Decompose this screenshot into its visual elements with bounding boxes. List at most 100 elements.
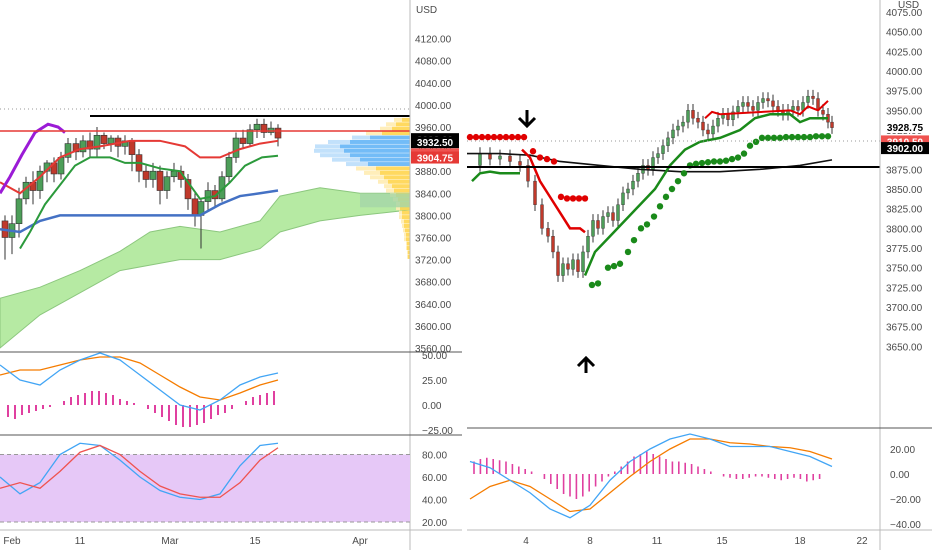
sar-dot — [752, 138, 760, 146]
stoch-band — [0, 454, 410, 522]
sar-dot — [800, 133, 808, 141]
sar-dot — [529, 148, 537, 155]
right-time-axis[interactable]: 4 8 11 15 18 22 — [523, 536, 868, 547]
candle-body — [701, 121, 705, 131]
candle-body — [566, 263, 570, 270]
vp-bar — [396, 206, 400, 211]
vp-bar — [404, 237, 406, 242]
price-tag-label: 3928.75 — [887, 123, 924, 134]
vp-bar — [407, 246, 410, 251]
candle-body — [64, 143, 72, 158]
candle-body — [751, 106, 755, 111]
candle-body — [576, 259, 580, 272]
candle-body — [686, 110, 690, 123]
vp-bar — [370, 135, 410, 140]
sar-dot — [746, 142, 754, 149]
supertrend-red-late — [704, 100, 829, 119]
candle-body — [498, 155, 502, 160]
price-tick-label: 4120.00 — [415, 35, 452, 46]
sar-dot — [563, 195, 571, 202]
price-tick-label: 3850.00 — [886, 185, 923, 196]
vp-bar — [394, 117, 402, 122]
sar-dot — [490, 133, 498, 141]
price-tick-label: 3560.00 — [415, 344, 452, 355]
candle-body — [225, 157, 233, 178]
candle-body — [526, 165, 530, 182]
vp-bar — [403, 228, 405, 233]
vp-bar — [388, 179, 410, 184]
price-tag-label: 3904.75 — [417, 154, 454, 165]
red-envelope-line — [0, 139, 279, 195]
candle-body — [253, 123, 261, 131]
macd-tick-label: 25.00 — [422, 376, 447, 387]
date-label: Apr — [352, 536, 368, 547]
right-candles — [471, 89, 834, 282]
sar-dot — [643, 221, 651, 228]
sar-dot — [794, 133, 802, 141]
price-tick-label: 3725.00 — [886, 283, 923, 294]
price-tag — [411, 151, 459, 164]
candle-body — [211, 190, 219, 200]
left-macd-panel[interactable] — [0, 352, 279, 427]
vp-bar — [396, 122, 410, 127]
vp-bar — [407, 250, 408, 255]
right-macd-line — [469, 433, 833, 519]
volume-profile — [314, 117, 410, 259]
supertrend-green — [583, 113, 828, 277]
price-tick-label: 3950.00 — [886, 106, 923, 117]
right-price-panel[interactable] — [466, 89, 880, 373]
candle-body — [756, 102, 760, 111]
price-tick-label: 3875.00 — [886, 165, 923, 176]
candle-body — [15, 198, 23, 224]
sar-dot — [710, 158, 718, 165]
right-price-axis[interactable]: 4075.00 4050.00 4025.00 4000.00 3975.00 3950.… — [886, 8, 923, 353]
candle-body — [736, 106, 740, 113]
vp-bar — [360, 157, 410, 162]
price-tick-label: 3600.00 — [415, 322, 452, 333]
vp-bar — [399, 215, 402, 220]
candle-body — [488, 153, 492, 160]
candle-body — [93, 134, 101, 150]
candle-body — [184, 179, 192, 200]
vp-bar — [328, 139, 350, 144]
sar-dot — [557, 193, 565, 201]
left-macd-signal — [0, 356, 279, 401]
price-tick-label: 3750.00 — [886, 264, 923, 275]
sar-dot — [770, 134, 778, 142]
left-stoch-panel[interactable] — [0, 442, 410, 523]
left-time-axis[interactable]: Feb 11 Mar 15 Apr — [3, 536, 368, 547]
candle-body — [86, 140, 94, 150]
candle-body — [656, 153, 660, 158]
right-macd-panel[interactable] — [469, 433, 833, 519]
vp-bar — [314, 148, 344, 153]
left-price-panel[interactable] — [0, 108, 411, 349]
vp-bar — [340, 144, 410, 149]
sar-dot — [668, 185, 676, 193]
vp-bar — [404, 219, 410, 224]
candle-body — [591, 220, 595, 237]
vp-value-area — [360, 193, 410, 208]
vp-bar — [402, 215, 410, 220]
price-tick-label: 3720.00 — [415, 256, 452, 267]
price-tag — [881, 142, 929, 155]
left-currency-label: USD — [416, 5, 437, 16]
candle-body — [676, 125, 680, 131]
vp-bar — [407, 254, 408, 259]
candle-body — [232, 137, 240, 158]
down-arrow — [517, 110, 537, 129]
sar-dot — [575, 195, 583, 202]
macd-tick-label: 50.00 — [422, 351, 447, 362]
vp-bar — [405, 228, 410, 233]
candle-body — [691, 110, 695, 119]
candle-body — [79, 140, 87, 153]
candle-body — [661, 145, 665, 154]
price-tick-label: 3840.00 — [415, 189, 452, 200]
left-price-axis[interactable]: 4120.004080.004040.004000.003960.003920.… — [415, 35, 452, 355]
date-label: Mar — [161, 536, 179, 547]
candle-body — [533, 180, 537, 205]
stoch-k-line — [0, 442, 279, 501]
sar-dot — [740, 150, 748, 157]
sar-dot — [543, 155, 551, 163]
candle-body — [149, 170, 157, 180]
